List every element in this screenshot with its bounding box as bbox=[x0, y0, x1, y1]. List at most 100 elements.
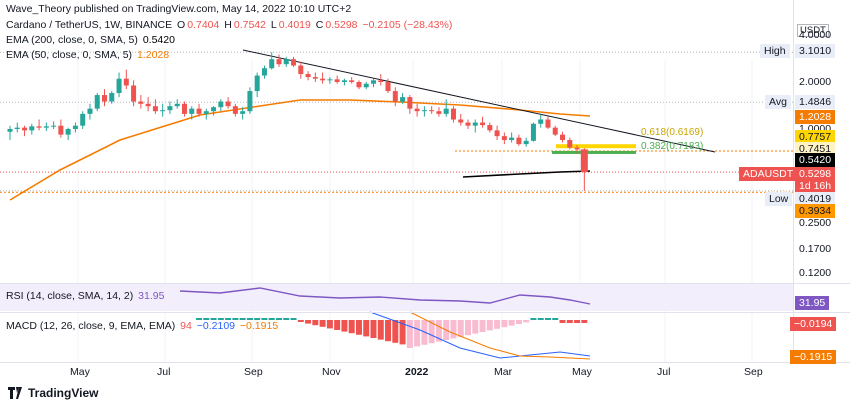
macd-bar-28 bbox=[210, 318, 217, 320]
price-tick-6: 0.1200 bbox=[799, 266, 832, 279]
macd-bar-71 bbox=[523, 320, 530, 323]
macd-badge: −0.0194 bbox=[790, 317, 837, 331]
time-tick-5: Mar bbox=[494, 366, 513, 378]
time-tick-0: May bbox=[70, 366, 90, 378]
macd-bar-68 bbox=[501, 320, 508, 328]
currency-label[interactable]: USDT bbox=[797, 24, 829, 37]
ema200-legend[interactable]: EMA (200, close, 0, SMA, 5) 0.5420 bbox=[6, 34, 177, 46]
descending-trendline bbox=[242, 49, 716, 153]
rsi-legend-value: 31.95 bbox=[138, 290, 165, 302]
candle-body-53 bbox=[392, 91, 398, 102]
macd-bar-72 bbox=[530, 318, 537, 320]
macd-bar-37 bbox=[275, 318, 282, 320]
candle-body-27 bbox=[203, 111, 209, 114]
time-tick-3: Nov bbox=[322, 366, 341, 378]
macd-bar-75 bbox=[552, 318, 559, 320]
macd-bar-29 bbox=[217, 318, 224, 320]
signal-badge: −0.1915 bbox=[790, 350, 837, 364]
macd-bar-69 bbox=[508, 320, 515, 326]
rsi-pane-divider[interactable] bbox=[0, 283, 850, 284]
macd-bar-26 bbox=[196, 318, 203, 320]
tradingview-footer[interactable]: TradingView bbox=[8, 386, 98, 400]
macd-bar-65 bbox=[479, 320, 486, 332]
candle-body-67 bbox=[494, 130, 500, 137]
candle-body-10 bbox=[80, 113, 86, 126]
candle-body-5 bbox=[43, 126, 49, 128]
macd-bar-41 bbox=[305, 320, 312, 324]
fib382-label: 0.382(0.7183) bbox=[641, 141, 704, 152]
macd-bar-31 bbox=[232, 318, 239, 320]
ema50-line bbox=[9, 99, 591, 201]
candle-body-45 bbox=[334, 79, 340, 82]
candle-body-19 bbox=[145, 103, 151, 107]
ema50-legend[interactable]: EMA (50, close, 0, SMA, 5) 1.2028 bbox=[6, 49, 171, 61]
avg-badge-value: 1.4846 bbox=[795, 95, 836, 109]
rsi-badge: 31.95 bbox=[795, 296, 830, 310]
candle-body-78 bbox=[574, 147, 580, 150]
candle-body-54 bbox=[400, 97, 406, 102]
macd-bar-47 bbox=[348, 320, 355, 334]
candle-body-35 bbox=[261, 68, 267, 76]
candle-body-68 bbox=[501, 136, 507, 141]
macd-bar-70 bbox=[515, 320, 522, 324]
candle-body-4 bbox=[36, 126, 42, 128]
price-tick-4: 0.2500 bbox=[799, 217, 832, 229]
high-label: H bbox=[224, 19, 232, 31]
price-tick-5: 0.1700 bbox=[799, 243, 832, 256]
candle-body-43 bbox=[320, 78, 326, 81]
macd-pane-divider[interactable] bbox=[0, 312, 850, 313]
macd-bar-35 bbox=[261, 318, 268, 320]
macd-bar-40 bbox=[297, 320, 304, 322]
candle-body-47 bbox=[349, 80, 355, 82]
candle-body-23 bbox=[174, 103, 180, 107]
candle-body-64 bbox=[472, 122, 478, 126]
fib382-badge: 0.7451 bbox=[795, 142, 836, 156]
low-label: L bbox=[270, 19, 277, 31]
macd-bar-63 bbox=[465, 320, 472, 336]
low-badge-label: Low bbox=[765, 192, 793, 206]
candle-body-55 bbox=[407, 97, 413, 109]
time-tick-1: Jul bbox=[157, 366, 171, 378]
open-value: 0.7404 bbox=[187, 19, 220, 31]
candle-body-32 bbox=[240, 111, 246, 114]
candle-body-62 bbox=[458, 119, 464, 123]
candle-body-61 bbox=[450, 108, 456, 120]
macd-bar-67 bbox=[494, 320, 501, 329]
candle-body-11 bbox=[87, 108, 93, 114]
ema50-legend-label: EMA (50, close, 0, SMA, 5) bbox=[6, 49, 133, 61]
macd-bar-76 bbox=[559, 320, 566, 323]
close-label: C bbox=[315, 19, 324, 31]
macd-bar-54 bbox=[399, 320, 406, 345]
ema200-badge: 0.5420 bbox=[795, 153, 836, 167]
macd-bar-64 bbox=[472, 320, 479, 334]
macd-legend-label: MACD (12, 26, close, 9, EMA, EMA) bbox=[6, 320, 176, 332]
candle-body-16 bbox=[123, 78, 129, 86]
candle-body-65 bbox=[480, 122, 486, 126]
price-tick-1: 2.0000 bbox=[799, 76, 832, 88]
candle-body-25 bbox=[189, 108, 195, 114]
fib618-zone bbox=[556, 144, 636, 149]
macd-bar-53 bbox=[392, 320, 399, 343]
fib618-badge: 0.7757 bbox=[795, 130, 836, 144]
macd-legend[interactable]: MACD (12, 26, close, 9, EMA, EMA) 94 −0.… bbox=[6, 320, 280, 332]
candles-series bbox=[7, 52, 588, 191]
macd-bar-49 bbox=[363, 320, 370, 337]
candle-body-33 bbox=[247, 91, 253, 112]
candle-body-22 bbox=[167, 106, 173, 111]
ema50-path bbox=[9, 99, 591, 201]
symbol-name[interactable]: Cardano / TetherUS, 1W, BINANCE bbox=[6, 19, 173, 31]
candle-body-12 bbox=[94, 95, 100, 109]
candle-body-57 bbox=[421, 110, 427, 112]
candle-body-66 bbox=[487, 125, 493, 131]
candle-body-72 bbox=[530, 123, 536, 141]
time-tick-7: Jul bbox=[657, 366, 671, 378]
candle-body-14 bbox=[109, 93, 115, 102]
candle-body-44 bbox=[327, 79, 333, 81]
candle-body-37 bbox=[276, 59, 282, 65]
rsi-legend[interactable]: RSI (14, close, SMA, 14, 2) 31.95 bbox=[6, 290, 166, 302]
candle-body-73 bbox=[538, 119, 544, 124]
macd-bar-46 bbox=[341, 320, 348, 332]
candle-body-36 bbox=[269, 59, 275, 69]
candle-body-15 bbox=[116, 78, 122, 94]
